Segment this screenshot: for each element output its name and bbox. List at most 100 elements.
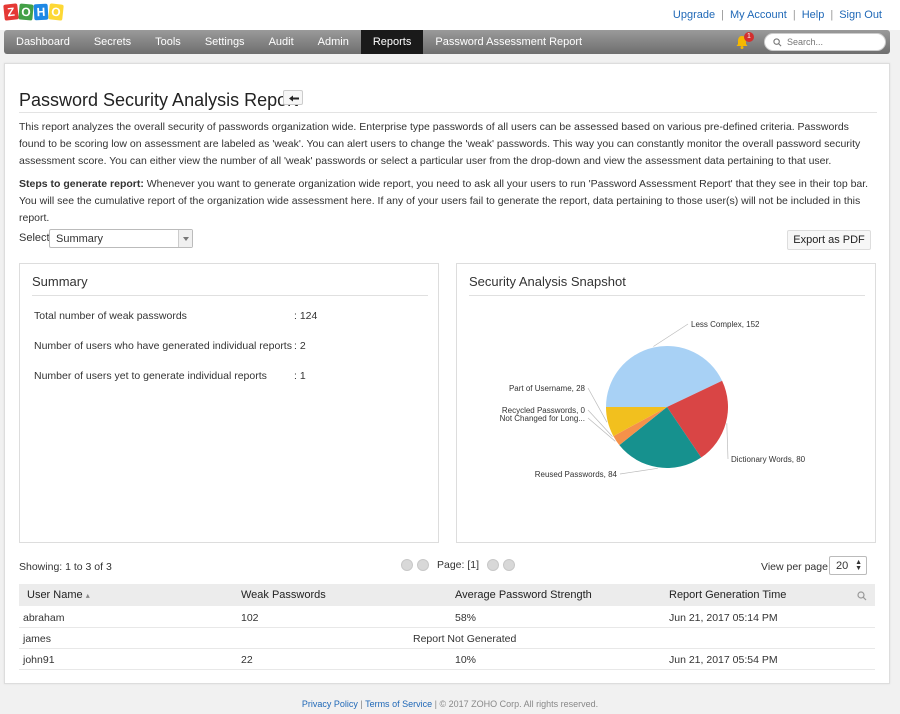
pager: Page: [1] xyxy=(401,559,516,571)
summary-row-value: : 1 xyxy=(294,370,306,382)
summary-row: Number of users who have generated indiv… xyxy=(34,340,306,352)
pie-slice[interactable] xyxy=(606,407,667,437)
card-divider xyxy=(32,295,428,296)
cell-strength: 58% xyxy=(455,612,477,624)
tab-dashboard[interactable]: Dashboard xyxy=(16,36,70,48)
tab-admin[interactable]: Admin xyxy=(317,36,349,48)
steps-text: Whenever you want to generate organizati… xyxy=(19,178,869,224)
notification-count-badge: 1 xyxy=(744,32,754,42)
summary-row-label: Total number of weak passwords xyxy=(34,310,187,322)
pie-leader-line xyxy=(587,387,608,423)
page-title: Password Security Analysis Report xyxy=(19,90,299,110)
first-page-button[interactable] xyxy=(401,559,413,571)
tab-tools[interactable]: Tools xyxy=(155,36,181,48)
select-value: Summary xyxy=(56,233,104,245)
summary-card: Summary Total number of weak passwords :… xyxy=(19,263,439,543)
report-panel: Password Security Analysis Report This r… xyxy=(4,63,890,684)
search-box[interactable] xyxy=(764,33,886,51)
main-nav-bar: Dashboard Secrets Tools Settings Audit A… xyxy=(4,30,890,54)
summary-row: Total number of weak passwords : 124 xyxy=(34,310,317,322)
summary-row-value: : 2 xyxy=(294,340,306,352)
chevron-down-icon xyxy=(178,230,192,247)
pie-slice-label: Dictionary Words, 80 xyxy=(731,455,806,464)
link-separator: | xyxy=(830,9,834,21)
help-link[interactable]: Help xyxy=(801,9,825,21)
prev-page-button[interactable] xyxy=(417,559,429,571)
tab-secrets[interactable]: Secrets xyxy=(93,36,132,48)
my-account-link[interactable]: My Account xyxy=(729,9,787,21)
table-search-icon[interactable] xyxy=(857,591,867,601)
logo-letter: O xyxy=(18,3,34,21)
privacy-policy-link[interactable]: Privacy Policy xyxy=(301,699,358,709)
cell-weak: 22 xyxy=(241,654,253,666)
cell-user: john91 xyxy=(23,654,55,666)
logo-letter: O xyxy=(48,3,64,21)
pie-slice-label: Reused Passwords, 84 xyxy=(535,470,618,479)
cell-user: james xyxy=(23,633,52,645)
header-label: User Name xyxy=(27,589,83,601)
steps-label: Steps to generate report: xyxy=(19,178,144,190)
top-bar: Z O H O Upgrade | My Account | Help | Si… xyxy=(0,0,900,30)
view-per-page-select[interactable]: 20 ▲ ▼ xyxy=(829,556,867,575)
nav-tabs: Dashboard Secrets Tools Settings Audit A… xyxy=(4,30,594,54)
copyright-text: | © 2017 ZOHO Corp. All rights reserved. xyxy=(434,699,599,709)
pie-leader-line xyxy=(726,423,729,460)
search-input[interactable] xyxy=(787,35,881,49)
upgrade-link[interactable]: Upgrade xyxy=(672,9,716,21)
pie-slice[interactable] xyxy=(606,346,723,407)
export-pdf-button[interactable]: Export as PDF xyxy=(787,230,871,250)
top-links: Upgrade | My Account | Help | Sign Out xyxy=(673,9,882,21)
column-header-weak-passwords[interactable]: Weak Passwords xyxy=(241,589,326,601)
last-page-button[interactable] xyxy=(503,559,516,571)
select-label: Select xyxy=(19,232,50,244)
pie-slice[interactable] xyxy=(613,407,667,446)
notification-bell-icon[interactable]: 1 xyxy=(734,32,754,50)
pie-leader-line xyxy=(587,417,616,442)
pie-leader-line xyxy=(587,409,613,437)
cell-weak: 102 xyxy=(241,612,259,624)
stepper-icon: ▲ ▼ xyxy=(855,559,862,572)
pie-slice-label: Part of Username, 28 xyxy=(509,384,586,393)
tab-settings[interactable]: Settings xyxy=(204,36,245,48)
column-header-user-name[interactable]: User Name ▴ xyxy=(27,589,90,601)
terms-of-service-link[interactable]: Terms of Service xyxy=(365,699,433,709)
sign-out-link[interactable]: Sign Out xyxy=(839,9,882,21)
showing-count: Showing: 1 to 3 of 3 xyxy=(19,561,112,573)
table-row: john91 22 10% Jun 21, 2017 05:54 PM xyxy=(19,649,875,670)
footer-separator: | xyxy=(360,699,363,709)
pie-leader-line xyxy=(619,467,658,475)
report-description: This report analyzes the overall securit… xyxy=(19,121,861,167)
logo-letter: Z xyxy=(3,3,19,21)
cell-user: abraham xyxy=(23,612,65,624)
view-per-page-value: 20 xyxy=(836,560,849,572)
next-page-button[interactable] xyxy=(487,559,500,571)
table-row: james Report Not Generated xyxy=(19,628,875,649)
back-button[interactable] xyxy=(283,90,303,105)
security-pie-chart: Less Complex, 152 Dictionary Words, 80 Reu… xyxy=(500,320,806,479)
zoho-logo[interactable]: Z O H O xyxy=(3,3,64,21)
summary-row: Number of users yet to generate individu… xyxy=(34,370,306,382)
page-indicator: Page: [1] xyxy=(437,559,480,571)
footer: Privacy Policy | Terms of Service | © 20… xyxy=(0,699,900,709)
sort-asc-icon: ▴ xyxy=(85,591,90,600)
title-divider xyxy=(19,112,877,113)
column-header-average-strength[interactable]: Average Password Strength xyxy=(455,589,592,601)
tab-audit[interactable]: Audit xyxy=(268,36,294,48)
pie-slice[interactable] xyxy=(619,407,702,468)
cell-strength: 10% xyxy=(455,654,477,666)
pie-leader-line xyxy=(653,323,689,347)
search-icon xyxy=(773,38,782,47)
snapshot-title: Security Analysis Snapshot xyxy=(469,274,626,289)
cell-note: Report Not Generated xyxy=(413,633,517,645)
pie-slice[interactable] xyxy=(667,380,728,458)
pie-slice-label: Recycled Passwords, 0 xyxy=(502,406,586,415)
report-user-select[interactable]: Summary xyxy=(49,229,193,248)
pie-slice-label: Not Changed for Long... xyxy=(500,414,585,423)
tab-reports[interactable]: Reports xyxy=(360,30,424,54)
view-per-page-label: View per page xyxy=(761,561,828,573)
column-header-report-time[interactable]: Report Generation Time xyxy=(669,589,787,601)
cell-time: Jun 21, 2017 05:54 PM xyxy=(669,654,778,666)
tab-password-assessment-report[interactable]: Password Assessment Report xyxy=(435,36,583,48)
table-header: User Name ▴ Weak Passwords Average Passw… xyxy=(19,584,875,606)
card-divider xyxy=(469,295,865,296)
